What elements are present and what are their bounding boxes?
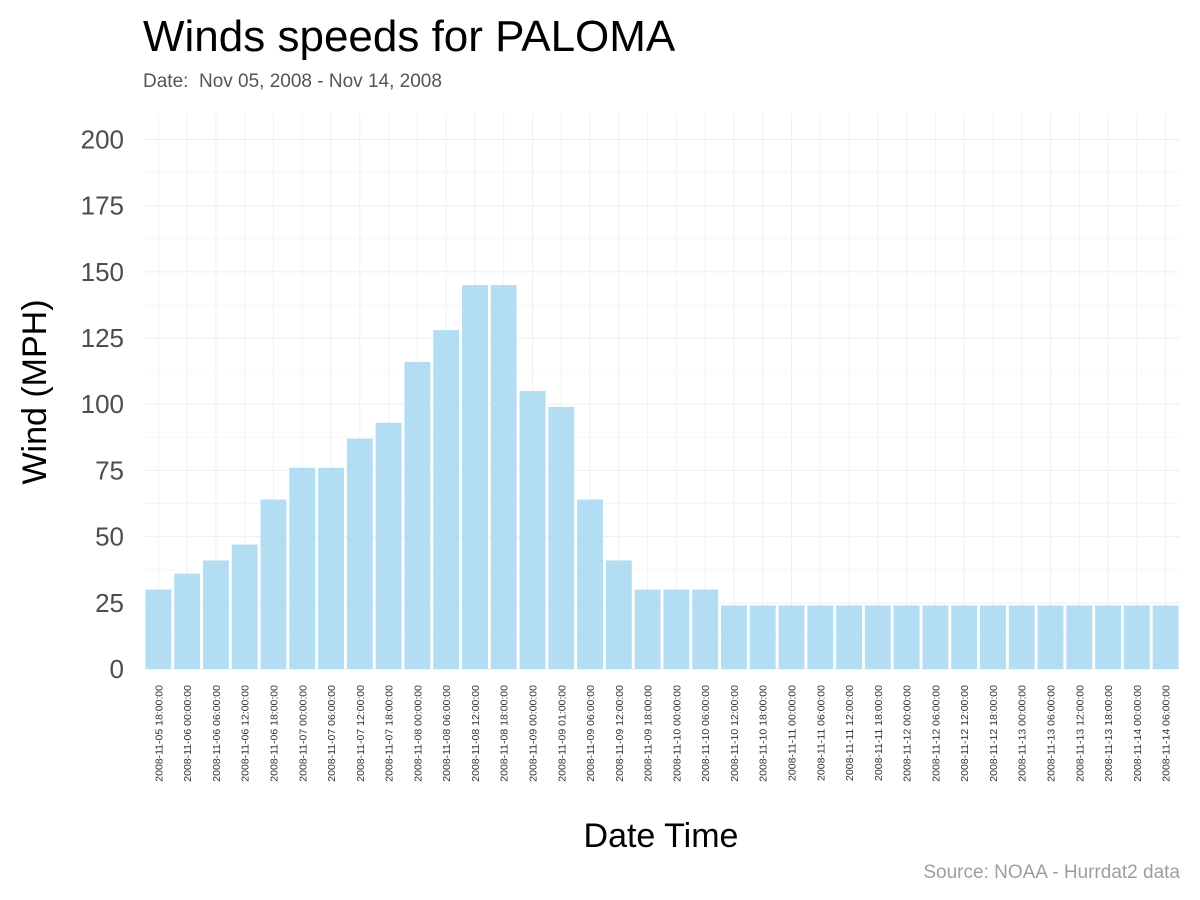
x-tick-label: 2008-11-13 06:00:00 bbox=[1046, 685, 1058, 782]
bar bbox=[634, 589, 661, 669]
bar bbox=[548, 406, 575, 669]
x-tick-label: 2008-11-13 18:00:00 bbox=[1103, 685, 1115, 782]
x-tick-label: 2008-11-12 12:00:00 bbox=[959, 685, 971, 782]
x-tick-label: 2008-11-08 06:00:00 bbox=[441, 685, 453, 782]
y-axis-ticks: 0 25 50 75 100 125 150 175 200 bbox=[81, 124, 124, 684]
bar bbox=[318, 467, 345, 669]
x-tick-label: 2008-11-06 00:00:00 bbox=[182, 685, 194, 782]
x-tick-label: 2008-11-12 06:00:00 bbox=[930, 685, 942, 782]
bar bbox=[1123, 605, 1150, 669]
x-tick-label: 2008-11-13 12:00:00 bbox=[1074, 685, 1086, 782]
bar bbox=[807, 605, 834, 669]
bar bbox=[346, 438, 373, 669]
bar bbox=[202, 560, 229, 669]
x-tick-label: 2008-11-08 18:00:00 bbox=[499, 685, 511, 782]
x-tick-label: 2008-11-07 06:00:00 bbox=[326, 685, 338, 782]
x-tick-label: 2008-11-10 00:00:00 bbox=[671, 685, 683, 782]
x-tick-label: 2008-11-09 01:00:00 bbox=[556, 685, 568, 782]
y-tick-label: 175 bbox=[81, 191, 124, 221]
y-tick-label: 150 bbox=[81, 257, 124, 287]
bar bbox=[922, 605, 949, 669]
bar bbox=[1037, 605, 1064, 669]
bar bbox=[1095, 605, 1122, 669]
x-tick-label: 2008-11-14 00:00:00 bbox=[1132, 685, 1144, 782]
x-tick-label: 2008-11-10 18:00:00 bbox=[758, 685, 770, 782]
bar bbox=[174, 573, 201, 669]
x-tick-label: 2008-11-12 18:00:00 bbox=[988, 685, 1000, 782]
bar bbox=[836, 605, 863, 669]
x-tick-label: 2008-11-07 12:00:00 bbox=[355, 685, 367, 782]
x-tick-label: 2008-11-13 00:00:00 bbox=[1017, 685, 1029, 782]
bar bbox=[778, 605, 805, 669]
bar bbox=[260, 499, 287, 669]
chart-subtitle: Date: Nov 05, 2008 - Nov 14, 2008 bbox=[143, 71, 442, 92]
x-tick-label: 2008-11-12 00:00:00 bbox=[902, 685, 914, 782]
bar bbox=[231, 544, 258, 669]
bar bbox=[979, 605, 1006, 669]
y-tick-label: 50 bbox=[95, 522, 124, 552]
x-tick-label: 2008-11-06 06:00:00 bbox=[211, 685, 223, 782]
bar bbox=[1066, 605, 1093, 669]
bar bbox=[749, 605, 776, 669]
bar bbox=[404, 361, 431, 669]
x-tick-label: 2008-11-05 18:00:00 bbox=[153, 685, 165, 782]
bar bbox=[433, 330, 460, 669]
x-tick-label: 2008-11-10 06:00:00 bbox=[700, 685, 712, 782]
x-tick-label: 2008-11-09 12:00:00 bbox=[614, 685, 626, 782]
bar bbox=[605, 560, 632, 669]
bar bbox=[893, 605, 920, 669]
bar bbox=[145, 589, 172, 669]
x-tick-label: 2008-11-14 06:00:00 bbox=[1161, 685, 1173, 782]
chart-title: Winds speeds for PALOMA bbox=[143, 12, 676, 61]
bar bbox=[519, 391, 546, 669]
bar bbox=[1152, 605, 1179, 669]
x-tick-label: 2008-11-11 06:00:00 bbox=[815, 685, 827, 781]
x-tick-label: 2008-11-10 12:00:00 bbox=[729, 685, 741, 782]
y-axis-title: Wind (MPH) bbox=[16, 299, 54, 484]
x-tick-label: 2008-11-07 00:00:00 bbox=[297, 685, 309, 782]
bar bbox=[289, 467, 316, 669]
bar bbox=[951, 605, 978, 669]
x-tick-label: 2008-11-11 18:00:00 bbox=[873, 685, 885, 781]
bar bbox=[461, 285, 488, 669]
x-tick-label: 2008-11-07 18:00:00 bbox=[384, 685, 396, 782]
y-tick-label: 75 bbox=[95, 455, 124, 485]
x-axis-title: Date Time bbox=[584, 817, 739, 855]
x-axis-ticks: 2008-11-05 18:00:00 2008-11-06 00:00:00 20… bbox=[153, 685, 1172, 782]
y-tick-label: 100 bbox=[81, 389, 124, 419]
bar bbox=[663, 589, 690, 669]
x-tick-label: 2008-11-09 00:00:00 bbox=[528, 685, 540, 782]
x-tick-label: 2008-11-08 00:00:00 bbox=[412, 685, 424, 782]
x-tick-label: 2008-11-11 12:00:00 bbox=[844, 685, 856, 781]
bar bbox=[490, 285, 517, 669]
x-tick-label: 2008-11-11 00:00:00 bbox=[787, 685, 799, 781]
chart-caption: Source: NOAA - Hurrdat2 data bbox=[923, 862, 1180, 883]
y-tick-label: 0 bbox=[110, 654, 124, 684]
bar bbox=[1008, 605, 1035, 669]
bars bbox=[145, 285, 1179, 669]
y-tick-label: 200 bbox=[81, 124, 124, 154]
x-tick-label: 2008-11-09 06:00:00 bbox=[585, 685, 597, 782]
bar bbox=[692, 589, 719, 669]
x-tick-label: 2008-11-08 12:00:00 bbox=[470, 685, 482, 782]
x-tick-label: 2008-11-06 12:00:00 bbox=[240, 685, 252, 782]
bar bbox=[375, 422, 402, 669]
bar bbox=[720, 605, 747, 669]
y-tick-label: 25 bbox=[95, 588, 124, 618]
x-tick-label: 2008-11-06 18:00:00 bbox=[269, 685, 281, 782]
y-tick-label: 125 bbox=[81, 323, 124, 353]
bar bbox=[577, 499, 604, 669]
x-tick-label: 2008-11-09 18:00:00 bbox=[643, 685, 655, 782]
bar bbox=[864, 605, 891, 669]
